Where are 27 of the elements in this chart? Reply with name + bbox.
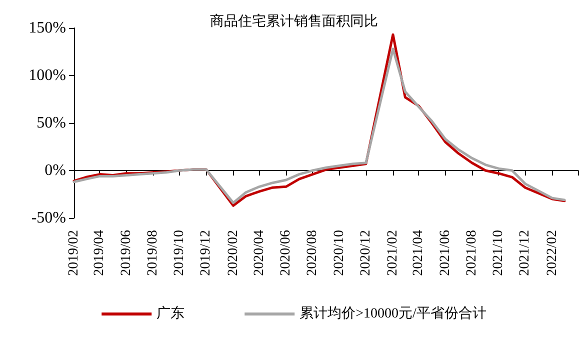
y-tick-label: 0%: [44, 162, 66, 179]
x-tick-label: 2020/04: [252, 230, 267, 276]
x-tick-label: 2019/12: [198, 230, 214, 276]
x-tick-label: 2021/06: [438, 230, 453, 276]
x-tick-label: 2020/08: [305, 230, 320, 276]
x-tick-label: 2020/12: [358, 230, 374, 276]
x-tick-label: 2019/10: [172, 230, 188, 276]
x-tick-label: 2022/02: [544, 230, 560, 276]
x-tick-label: 2019/04: [92, 230, 108, 276]
x-tick-label: 2019/02: [66, 230, 82, 276]
x-tick-label: 2020/06: [278, 230, 294, 276]
chart-title: 商品住宅累计销售面积同比: [210, 14, 378, 30]
x-tick-label: 2021/12: [518, 230, 533, 276]
x-tick-label: 2021/02: [385, 230, 400, 276]
x-tick-label: 2021/08: [464, 230, 480, 276]
y-tick-label: 50%: [36, 114, 66, 132]
x-tick-label: 2020/10: [332, 230, 347, 276]
x-tick-label: 2020/02: [226, 230, 241, 276]
x-tick-label: 2021/04: [411, 230, 426, 276]
y-tick-label: -50%: [31, 210, 66, 226]
y-tick-label: 100%: [28, 67, 66, 84]
legend-label: 广东: [156, 306, 185, 322]
x-tick-label: 2019/08: [145, 230, 160, 276]
x-tick-label: 2021/10: [491, 230, 506, 276]
legend-label: 累计均价>10000元/平省份合计: [300, 306, 486, 322]
y-tick-label: 150%: [28, 20, 66, 36]
x-tick-label: 2019/06: [118, 230, 134, 276]
